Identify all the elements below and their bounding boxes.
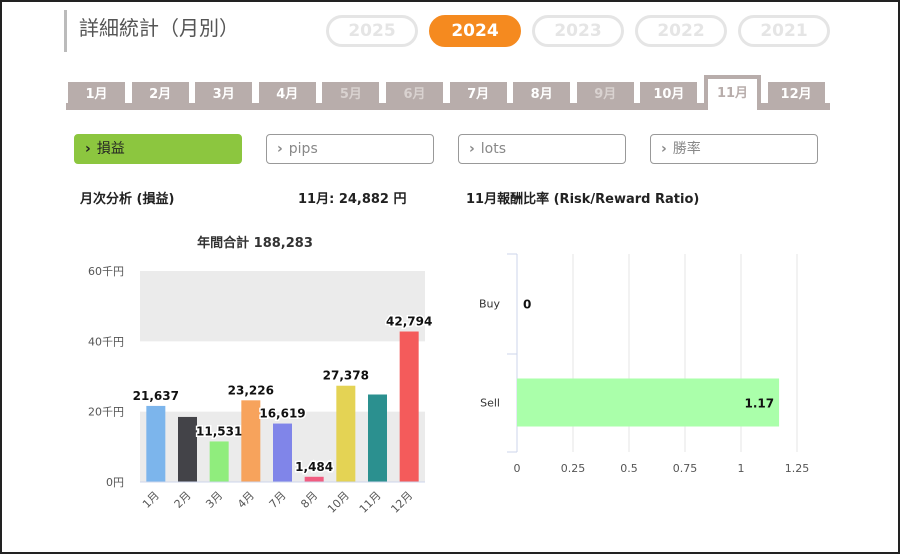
- y-tick-label: 60千円: [88, 265, 124, 278]
- bar-12月[interactable]: [399, 331, 419, 482]
- tab-month-9[interactable]: 9月: [576, 82, 634, 108]
- year-button-2023[interactable]: 2023: [532, 15, 624, 47]
- bar-sell[interactable]: [517, 378, 780, 427]
- bar-data-label: 1.17: [744, 397, 774, 411]
- tab-month-5[interactable]: 5月: [322, 82, 380, 108]
- tab-month-8[interactable]: 8月: [513, 82, 571, 108]
- bar-data-label: 42,794: [386, 315, 432, 329]
- section-title: 月次分析 (損益): [80, 192, 175, 207]
- y-tick-label: 0円: [106, 476, 124, 489]
- tab-month-3[interactable]: 3月: [195, 82, 253, 108]
- bar-1月[interactable]: [146, 405, 166, 482]
- bar-10月[interactable]: [336, 385, 356, 482]
- year-button-2025[interactable]: 2025: [326, 15, 418, 47]
- tab-month-10[interactable]: 10月: [640, 82, 698, 108]
- chevron-right-icon: ›: [85, 141, 91, 157]
- filter-button-3[interactable]: › 勝率: [650, 134, 818, 164]
- y-tick-label: 20千円: [88, 406, 124, 419]
- chevron-right-icon: ›: [277, 141, 283, 157]
- bar-8月[interactable]: [304, 476, 324, 482]
- tab-month-2[interactable]: 2月: [131, 82, 189, 108]
- tab-month-7[interactable]: 7月: [449, 82, 507, 108]
- y-tick-label: 40千円: [88, 335, 124, 348]
- filter-button-2[interactable]: › lots: [458, 134, 626, 164]
- filter-button-0[interactable]: › 損益: [74, 134, 242, 164]
- x-tick-label: 0: [514, 462, 521, 475]
- bar-7月[interactable]: [273, 423, 292, 482]
- tab-month-12[interactable]: 12月: [767, 82, 825, 108]
- x-tick-label: 0.5: [620, 462, 638, 475]
- tab-month-11[interactable]: 11月: [704, 75, 761, 110]
- bar-data-label: 0: [523, 298, 531, 312]
- bar-data-label: 27,378: [323, 369, 369, 383]
- bar-data-label: 21,637: [133, 389, 179, 403]
- chevron-right-icon: ›: [469, 141, 475, 157]
- ratio-title: 11月報酬比率 (Risk/Reward Ratio): [466, 192, 700, 207]
- filter-label: 勝率: [672, 141, 701, 157]
- chevron-right-icon: ›: [661, 141, 667, 157]
- filter-label: 損益: [96, 141, 125, 157]
- y-category-label: Buy: [479, 298, 501, 311]
- tab-month-6[interactable]: 6月: [386, 82, 443, 108]
- x-tick-label: 0.25: [561, 462, 586, 475]
- year-button-2021[interactable]: 2021: [738, 15, 830, 47]
- filter-button-1[interactable]: › pips: [266, 134, 434, 164]
- plot-band: [140, 271, 425, 342]
- tab-month-1[interactable]: 1月: [68, 82, 125, 108]
- chart-title: 年間合計 188,283: [197, 235, 313, 251]
- bar-2月[interactable]: [178, 416, 197, 482]
- year-button-2024[interactable]: 2024: [429, 15, 521, 47]
- bar-data-label: 23,226: [228, 383, 274, 397]
- x-tick-label: 1.25: [785, 462, 810, 475]
- bar-data-label: 11,531: [196, 424, 242, 438]
- y-category-label: Sell: [480, 397, 500, 410]
- bar-data-label: 1,484: [295, 460, 333, 474]
- filter-label: lots: [480, 141, 507, 157]
- month-tab-bar: [66, 103, 830, 110]
- year-button-2022[interactable]: 2022: [635, 15, 727, 47]
- x-tick-label: 1: [738, 462, 745, 475]
- bar-4月[interactable]: [241, 400, 261, 482]
- filter-label: pips: [288, 141, 318, 157]
- bar-data-label: 16,619: [259, 407, 305, 421]
- page-title: 詳細統計（月別）: [64, 10, 239, 52]
- bar-11月[interactable]: [368, 394, 387, 482]
- month-total-value: 11月: 24,882 円: [298, 192, 407, 207]
- x-tick-label: 0.75: [673, 462, 698, 475]
- tab-month-4[interactable]: 4月: [258, 82, 316, 108]
- bar-3月[interactable]: [209, 441, 229, 482]
